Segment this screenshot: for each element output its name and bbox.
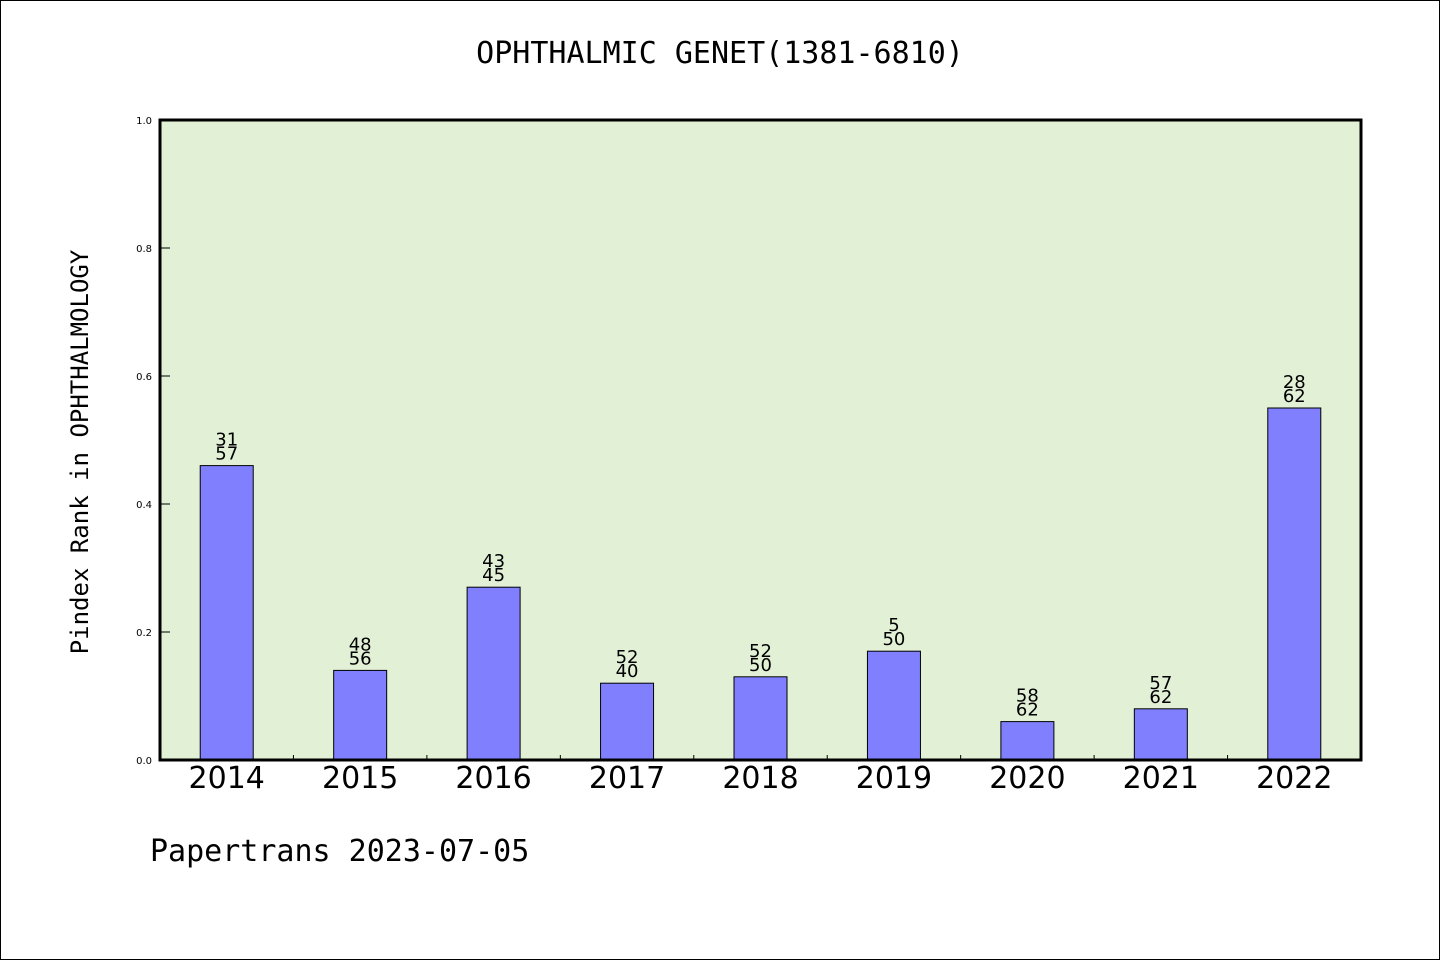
data-label-bottom: 62 — [1283, 386, 1306, 407]
data-label-top: 52 — [616, 647, 639, 668]
y-tick-label: 1.0 — [136, 116, 152, 127]
bar-2014 — [199, 465, 254, 761]
data-label-bottom: 62 — [1149, 687, 1172, 708]
bars-group — [199, 407, 1322, 761]
data-label-top: 28 — [1283, 372, 1306, 393]
x-tick-label: 2017 — [589, 761, 665, 796]
data-label-top: 5 — [888, 615, 899, 636]
data-label-bottom: 40 — [616, 661, 639, 682]
data-label-top: 31 — [215, 430, 238, 451]
x-tick-label: 2016 — [455, 761, 531, 796]
y-tick-label: 0.6 — [136, 372, 152, 383]
x-tick-label: 2022 — [1256, 761, 1332, 796]
data-label-bottom: 62 — [1016, 700, 1039, 721]
bar-2019 — [866, 650, 921, 761]
data-label-top: 43 — [482, 551, 505, 572]
data-label-top: 52 — [749, 641, 772, 662]
data-label-bottom: 50 — [882, 629, 905, 650]
y-tick-label: 0.2 — [136, 628, 152, 639]
x-axis: 2014 2015 2016 2017 2018 2019 2020 2021 2022 — [189, 755, 1332, 796]
data-label-bottom: 56 — [349, 648, 372, 669]
plot-area — [160, 120, 1361, 760]
bar-2020 — [1000, 721, 1055, 761]
x-tick-label: 2015 — [322, 761, 398, 796]
bar-2021 — [1133, 708, 1188, 761]
bar-2016 — [466, 586, 521, 761]
x-tick-label: 2018 — [722, 761, 798, 796]
plot-border — [158, 118, 1363, 762]
chart-title: OPHTHALMIC GENET(1381-6810) — [476, 36, 964, 71]
data-label-top: 48 — [349, 634, 372, 655]
x-tick-label: 2020 — [989, 761, 1065, 796]
y-tick-label: 0.8 — [136, 244, 152, 255]
x-tick-label: 2019 — [856, 761, 932, 796]
bar-2017 — [600, 682, 655, 761]
x-tick-label: 2014 — [189, 761, 265, 796]
data-label-top: 57 — [1149, 673, 1172, 694]
bar-2015 — [333, 669, 388, 761]
data-label-bottom: 50 — [749, 655, 772, 676]
data-label-bottom: 57 — [215, 444, 238, 465]
x-tick-label: 2021 — [1123, 761, 1199, 796]
bar-2018 — [733, 676, 788, 761]
bar-2022 — [1267, 407, 1322, 761]
y-tick-label: 0.0 — [136, 756, 152, 767]
footer-text: Papertrans 2023-07-05 — [150, 834, 530, 869]
data-label-top: 58 — [1016, 686, 1039, 707]
data-label-bottom: 45 — [482, 565, 505, 586]
y-tick-label: 0.4 — [136, 500, 152, 511]
